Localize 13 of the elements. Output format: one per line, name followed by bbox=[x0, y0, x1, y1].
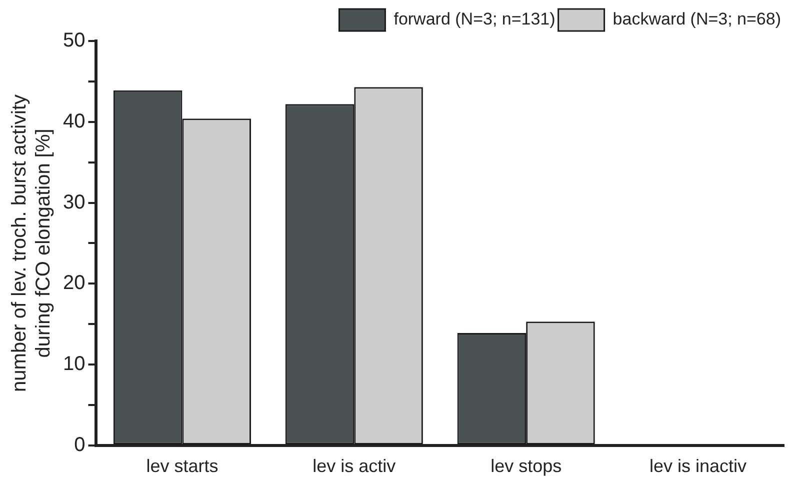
x-tick-label: lev starts bbox=[146, 456, 218, 476]
y-tick-label: 20 bbox=[62, 272, 86, 294]
y-tick-label: 0 bbox=[74, 434, 86, 456]
y-tick-label: 40 bbox=[62, 110, 86, 132]
legend-label: forward (N=3; n=131) bbox=[394, 10, 556, 29]
y-axis-title: number of lev. troch. burst activity during fCO elongation [%] bbox=[8, 94, 55, 392]
y-tick-label: 30 bbox=[62, 191, 86, 214]
x-tick-label: lev is activ bbox=[312, 456, 396, 476]
x-tick-label: lev is inactiv bbox=[650, 456, 747, 476]
x-tick-label: lev stops bbox=[490, 456, 562, 476]
y-tick-label: 10 bbox=[62, 353, 86, 376]
legend-label: backward (N=3; n=68) bbox=[612, 10, 782, 29]
y-tick-label: 50 bbox=[62, 30, 86, 52]
